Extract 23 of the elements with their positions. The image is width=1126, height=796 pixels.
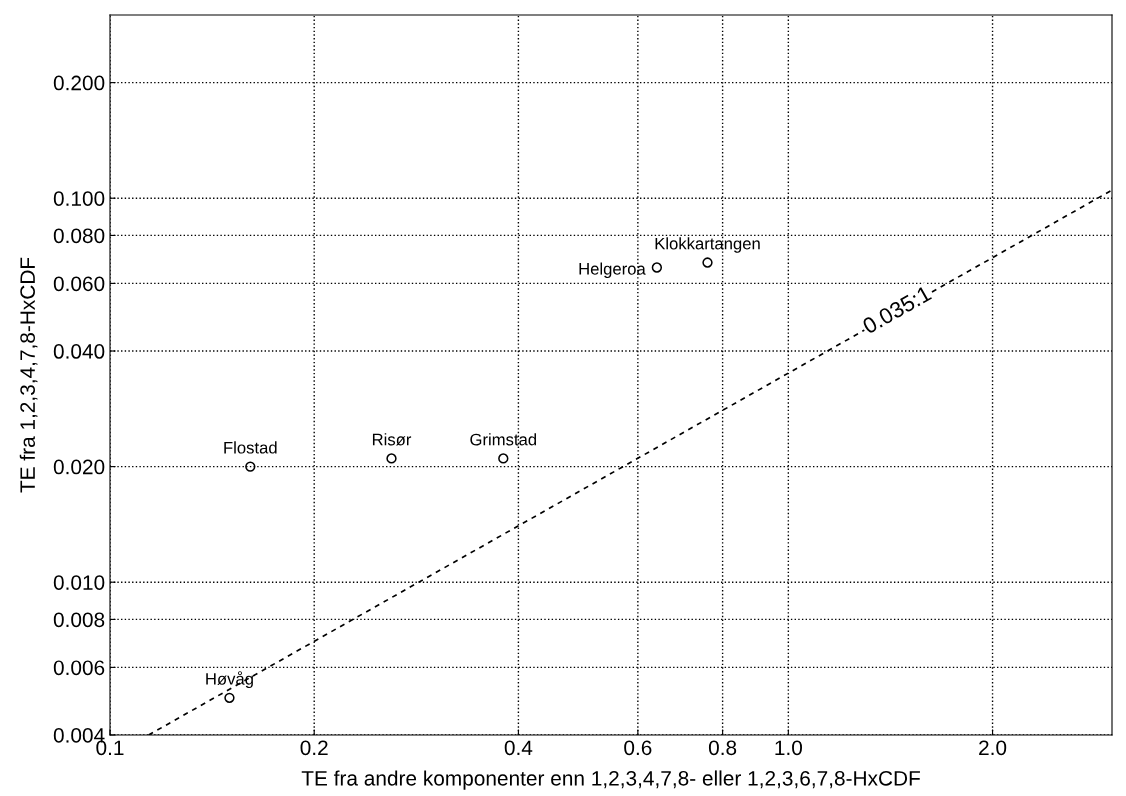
y-axis-title: TE fra 1,2,3,4,7,8-HxCDF — [19, 257, 38, 493]
annotation: Klokkartangen — [655, 237, 760, 253]
y-tick-label: 0.008 — [53, 612, 105, 628]
x-tick-label: 2.0 — [979, 740, 1007, 756]
annotation: Risør — [372, 433, 412, 446]
y-tick-label: 0.040 — [53, 344, 105, 359]
y-tick-label: 0.020 — [53, 459, 105, 475]
annotation: Flostad — [224, 441, 277, 454]
y-tick-label: 0.100 — [53, 191, 105, 206]
y-tick-label: 0.200 — [53, 75, 105, 91]
y-tick-label: 0.010 — [53, 575, 105, 590]
x-axis-title: TE fra andre komponenter enn 1,2,3,4,7,8- eller 1,2,3,6,7,8-HxCDF — [301, 770, 920, 790]
annotation: Helgeroa — [579, 262, 646, 279]
x-tick-label: 0.4 — [504, 740, 533, 756]
annotation: Grimstad — [470, 433, 537, 446]
x-tick-label: 0.8 — [708, 740, 737, 756]
y-tick-label: 0.006 — [53, 660, 105, 676]
y-tick-label: 0.080 — [53, 228, 105, 244]
x-tick-label: 1.0 — [775, 740, 803, 756]
y-tick-label: 0.060 — [53, 276, 105, 292]
x-tick-label: 0.2 — [300, 740, 328, 756]
annotation: Høvåg — [206, 671, 253, 689]
x-tick-label: 0.6 — [624, 740, 652, 756]
